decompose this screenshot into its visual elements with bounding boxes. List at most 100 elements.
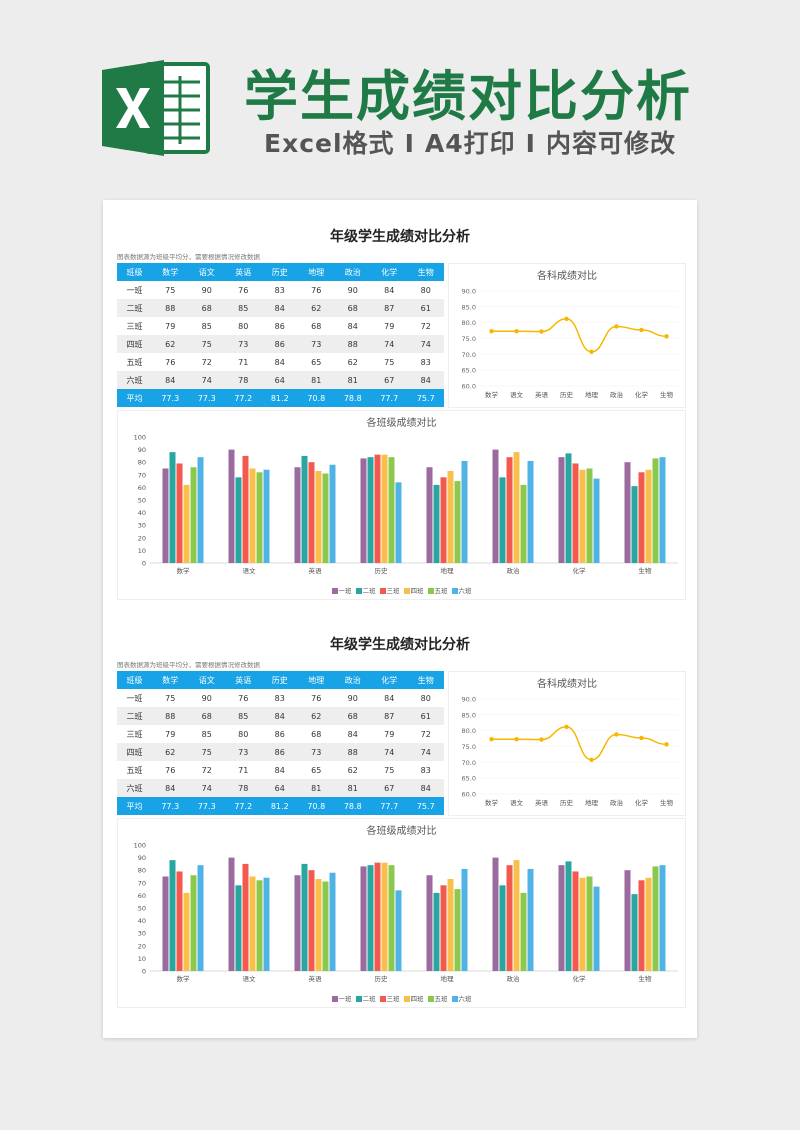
table-cell: 90: [188, 281, 225, 299]
data-point: [614, 732, 619, 737]
table-cell: 74: [188, 779, 225, 797]
column-header: 政治: [334, 263, 371, 281]
table-cell: 74: [407, 743, 444, 761]
legend-swatch: [379, 996, 386, 1002]
table-row: 四班 62 75 73 86 73 88 74 74: [117, 335, 444, 353]
bar: [624, 462, 631, 563]
bar: [527, 868, 534, 971]
bar-chart-svg: 0 10 20 30 40 50 60 70 80 90 100 数学 语文 英语 历史 地理 政治 化学 生物: [134, 842, 678, 983]
bar: [631, 486, 638, 563]
row-label: 一班: [117, 281, 152, 299]
report-note: 图表数据源为班级平均分，需要根据情况修改数据: [117, 661, 260, 669]
y-tick-label: 85.0: [462, 711, 476, 719]
table-row: 一班 75 90 76 83 76 90 84 80: [117, 689, 444, 707]
table-cell: 72: [188, 761, 225, 779]
bar: [176, 871, 183, 971]
y-tick-label: 65.0: [462, 775, 476, 783]
bar: [426, 875, 433, 971]
bar: [242, 455, 249, 563]
x-tick-label: 历史: [375, 974, 389, 983]
bar: [579, 469, 586, 563]
x-tick-label: 语文: [510, 390, 524, 399]
bar: [183, 484, 190, 563]
table-average-row: 平均 77.3 77.3 77.2 81.2 70.8 78.8 77.7 75.7: [117, 797, 444, 815]
x-tick-label: 化学: [573, 566, 587, 575]
table-cell: 76: [225, 689, 262, 707]
bar: [263, 469, 270, 563]
column-header: 班级: [117, 671, 152, 689]
bar: [586, 876, 593, 971]
bar: [197, 865, 204, 971]
x-tick-label: 政治: [610, 798, 624, 807]
y-tick-label: 70: [138, 879, 146, 887]
y-tick-label: 65.0: [462, 367, 476, 375]
table-cell: 81: [298, 779, 335, 797]
x-tick-label: 地理: [585, 798, 599, 807]
legend-item: 四班: [403, 587, 424, 595]
data-point: [489, 737, 494, 742]
bar: [169, 860, 176, 971]
legend-swatch: [355, 588, 362, 594]
average-cell: 75.7: [407, 797, 444, 815]
table-header-row: 班级 数学 语文 英语 历史 地理 政治 化学 生物: [117, 263, 444, 281]
table-average-row: 平均 77.3 77.3 77.2 81.2 70.8 78.8 77.7 75.7: [117, 389, 444, 407]
table-cell: 86: [261, 317, 298, 335]
bar: [301, 455, 308, 563]
header-banner: 学生成绩对比分析 Excel格式 I A4打印 I 内容可修改: [0, 0, 800, 185]
legend-label: 六班: [458, 995, 472, 1003]
y-tick-label: 85.0: [462, 303, 476, 311]
x-tick-label: 化学: [573, 974, 587, 983]
table-header-row: 班级 数学 语文 英语 历史 地理 政治 化学 生物: [117, 671, 444, 689]
x-tick-label: 历史: [560, 390, 574, 399]
data-point: [514, 329, 519, 334]
score-table: 班级 数学 语文 英语 历史 地理 政治 化学 生物 一班 75 90 76 83 76 90 84 80 二班 8…: [117, 671, 444, 815]
bar: [169, 452, 176, 563]
data-point: [589, 757, 594, 762]
table-cell: 83: [407, 353, 444, 371]
bar: [558, 865, 565, 971]
bar: [294, 875, 301, 971]
table-cell: 76: [225, 281, 262, 299]
y-tick-label: 30: [138, 522, 146, 530]
y-tick-label: 80.0: [462, 727, 476, 735]
bar: [593, 478, 600, 563]
data-point: [564, 724, 569, 730]
x-tick-label: 政治: [507, 974, 521, 983]
table-cell: 81: [298, 371, 335, 389]
table-cell: 83: [261, 689, 298, 707]
legend-item: 一班: [331, 995, 352, 1003]
column-header: 历史: [261, 263, 298, 281]
table-cell: 86: [261, 743, 298, 761]
y-tick-label: 70.0: [462, 759, 476, 767]
bar: [294, 467, 301, 563]
average-cell: 77.2: [225, 389, 262, 407]
x-tick-label: 历史: [375, 566, 389, 575]
class-bar-chart: 各班级成绩对比 0 10 20 30 40 50 60 70 80 90 100 数学 语文 英语 历史 地理…: [117, 410, 686, 600]
column-header: 化学: [371, 263, 408, 281]
table-cell: 88: [152, 707, 189, 725]
table-cell: 68: [188, 707, 225, 725]
series-line: [491, 726, 667, 761]
bar: [572, 871, 579, 971]
table-cell: 62: [334, 353, 371, 371]
data-point: [539, 737, 544, 742]
report-block: 年级学生成绩对比分析 图表数据源为班级平均分，需要根据情况修改数据 班级 数学 语文…: [103, 200, 697, 608]
legend-label: 四班: [410, 995, 424, 1003]
table-cell: 73: [298, 743, 335, 761]
x-tick-label: 英语: [535, 390, 549, 399]
bar: [499, 885, 506, 971]
column-header: 数学: [152, 671, 189, 689]
column-header: 地理: [298, 263, 335, 281]
bar-chart-svg: 0 10 20 30 40 50 60 70 80 90 100 数学 语文 英语 历史 地理 政治 化学 生物: [134, 434, 678, 575]
table-cell: 84: [261, 299, 298, 317]
column-header: 政治: [334, 671, 371, 689]
subtitle-editable: 内容可修改: [545, 129, 676, 158]
bar: [249, 468, 256, 563]
y-tick-label: 75.0: [462, 743, 476, 751]
table-body: 一班 75 90 76 83 76 90 84 80 二班 88 68 85 84 62 68 87 61 三班 79…: [117, 281, 444, 389]
y-tick-label: 30: [138, 930, 146, 938]
report-block: 年级学生成绩对比分析 图表数据源为班级平均分，需要根据情况修改数据 班级 数学 语文…: [103, 608, 697, 1016]
x-tick-label: 语文: [243, 566, 257, 575]
x-tick-label: 政治: [610, 390, 624, 399]
legend-item: 三班: [379, 995, 400, 1003]
